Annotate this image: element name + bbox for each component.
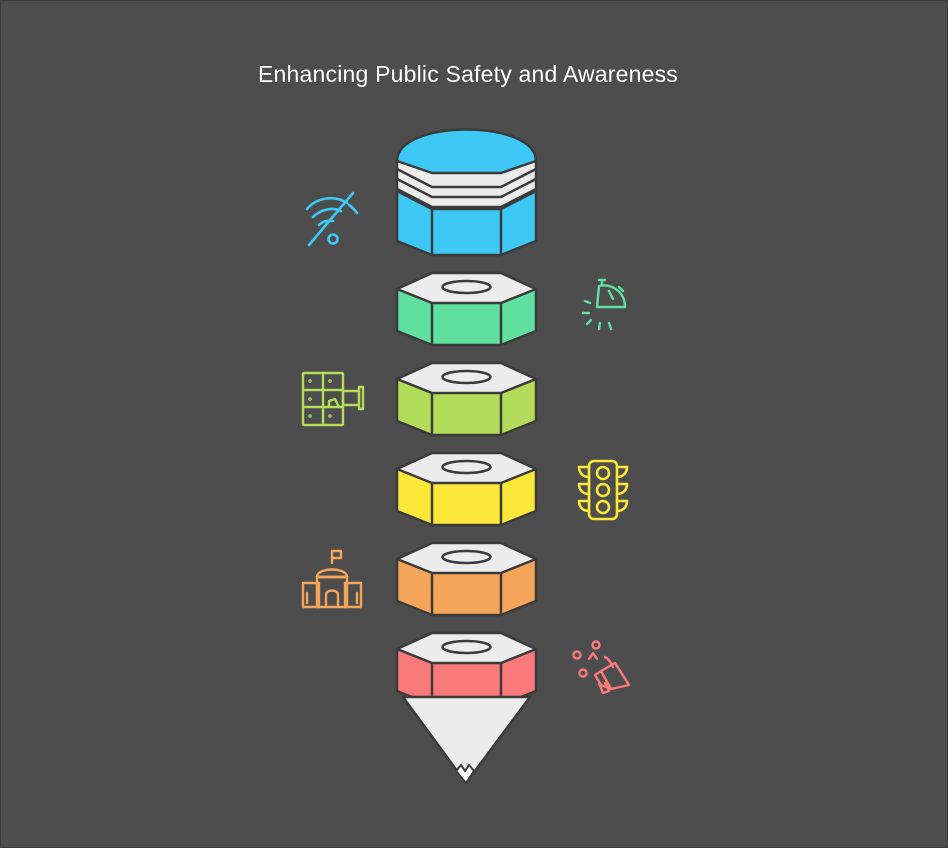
segment-green-hole	[441, 279, 492, 295]
segment-top-cap	[395, 128, 538, 175]
megaphone-announcement-icon	[571, 639, 635, 701]
pencil-tip	[401, 695, 532, 785]
stopwatch-alert-icon	[579, 277, 631, 333]
segment-red-cap	[395, 631, 538, 665]
segment-lime-hole	[441, 369, 492, 385]
segment-top-band-line-3	[396, 187, 537, 209]
segment-orange	[395, 541, 538, 617]
segment-yellow-hole	[441, 459, 492, 475]
segment-top	[395, 128, 538, 257]
diagram-title: Enhancing Public Safety and Awareness	[258, 61, 678, 87]
segment-yellow	[395, 451, 538, 527]
segment-yellow-cap	[395, 451, 538, 485]
segment-red-hole	[441, 639, 492, 655]
segment-green	[395, 271, 538, 347]
no-signal-icon	[303, 187, 361, 249]
segment-lime-cap	[395, 361, 538, 395]
segment-green-cap	[395, 271, 538, 305]
segment-red	[395, 631, 538, 707]
segment-top-band-line-1	[396, 167, 537, 189]
segment-lime	[395, 361, 538, 437]
segment-top-band-line-2	[396, 177, 537, 199]
government-building-icon	[301, 549, 363, 609]
traffic-light-icon	[575, 459, 631, 521]
segment-orange-cap	[395, 541, 538, 575]
segment-orange-hole	[441, 549, 492, 565]
surveillance-camera-lockers-icon	[301, 371, 365, 427]
